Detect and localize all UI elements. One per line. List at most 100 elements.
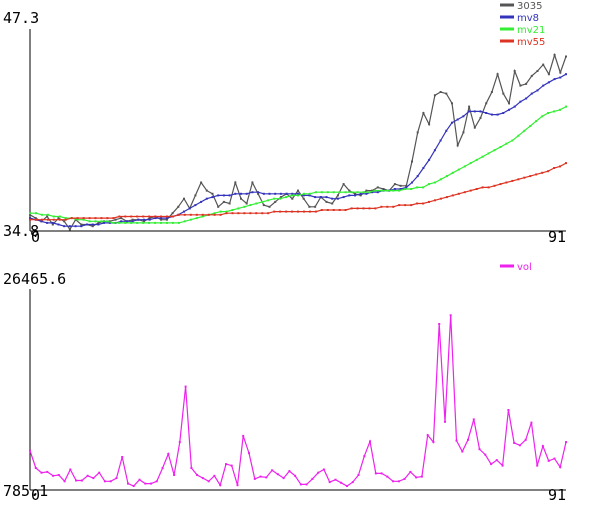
point-mv21-78: [493, 149, 496, 152]
point-mv8-18: [131, 220, 134, 223]
point-mv8-30: [200, 200, 203, 203]
point-vol-41: [265, 476, 268, 479]
point-mv8-21: [148, 218, 151, 221]
point-mv8-41: [262, 192, 265, 195]
point-mv55-6: [64, 218, 67, 221]
point-vol-65: [403, 477, 406, 480]
point-vol-77: [472, 418, 475, 421]
point-mv8-33: [217, 194, 220, 197]
point-vol-72: [444, 420, 446, 423]
point-vol-17: [127, 482, 129, 485]
point-mv21-12: [100, 220, 103, 223]
point-3035-26: [177, 205, 180, 208]
series-3035: [29, 52, 567, 231]
point-3035-20: [143, 220, 145, 223]
point-mv21-11: [94, 220, 97, 223]
point-mv21-3: [46, 213, 49, 216]
point-mv55-13: [106, 217, 109, 220]
point-mv55-63: [404, 204, 407, 207]
point-mv21-18: [136, 221, 139, 224]
point-vol-49: [311, 477, 314, 480]
point-3035-75: [456, 144, 459, 147]
point-mv21-14: [112, 221, 115, 224]
point-vol-11: [92, 477, 95, 480]
point-mv21-40: [267, 199, 270, 202]
point-vol-20: [144, 482, 147, 485]
point-vol-44: [282, 477, 285, 480]
point-vol-88: [536, 464, 539, 467]
point-3035-85: [513, 70, 516, 72]
point-vol-84: [513, 441, 516, 444]
point-3035-41: [262, 204, 265, 207]
point-mv21-51: [332, 191, 335, 194]
point-mv21-64: [410, 188, 413, 190]
legend-label-mv21: mv21: [517, 25, 545, 36]
point-vol-81: [495, 459, 498, 462]
point-mv21-17: [130, 221, 133, 224]
point-mv55-5: [58, 218, 61, 221]
point-mv55-52: [338, 209, 341, 211]
point-mv21-65: [416, 186, 419, 189]
point-mv21-86: [541, 115, 544, 118]
point-mv8-55: [342, 196, 345, 199]
point-mv55-83: [523, 176, 526, 179]
point-3035-40: [257, 192, 260, 195]
point-mv8-51: [319, 196, 322, 199]
point-mv55-49: [320, 209, 323, 211]
point-vol-43: [276, 473, 279, 476]
point-mv8-4: [51, 221, 54, 224]
point-vol-47: [299, 483, 302, 486]
legend-label-mv8: mv8: [517, 13, 539, 24]
point-vol-15: [115, 477, 118, 480]
point-vol-57: [357, 474, 360, 476]
point-vol-68: [420, 475, 423, 478]
point-3035-55: [342, 183, 345, 186]
point-mv21-2: [40, 213, 43, 216]
point-vol-8: [75, 479, 78, 482]
point-mv55-68: [434, 199, 436, 202]
point-mv21-1: [35, 212, 37, 215]
point-mv21-46: [303, 192, 305, 195]
point-3035-91: [547, 73, 550, 76]
point-mv55-89: [559, 165, 561, 168]
volume-y-min-label: 785.1: [3, 482, 48, 500]
point-mv8-60: [371, 191, 374, 194]
point-mv8-65: [399, 188, 402, 190]
point-mv55-71: [451, 194, 454, 197]
point-mv21-83: [523, 129, 526, 132]
point-mv55-19: [142, 215, 145, 218]
point-mv8-19: [137, 218, 140, 221]
point-mv55-45: [297, 210, 299, 213]
point-3035-61: [376, 186, 379, 189]
point-vol-25: [173, 474, 176, 476]
point-mv8-77: [468, 110, 471, 113]
legend-label-vol: vol: [517, 262, 532, 273]
point-mv8-2: [40, 220, 43, 223]
point-mv21-19: [142, 221, 145, 224]
point-mv55-35: [237, 212, 240, 215]
point-mv55-47: [308, 210, 311, 213]
point-vol-63: [392, 480, 395, 483]
point-mv21-88: [553, 110, 556, 113]
point-mv21-62: [398, 189, 401, 192]
point-mv8-85: [513, 105, 516, 108]
point-vol-29: [196, 474, 199, 476]
point-mv21-8: [76, 218, 79, 221]
point-mv55-67: [428, 200, 430, 203]
volume-x-min-label: 0: [31, 486, 40, 504]
point-mv21-58: [374, 189, 377, 192]
point-mv21-27: [189, 218, 192, 221]
point-mv55-41: [273, 210, 276, 213]
point-mv21-25: [177, 221, 180, 224]
point-mv21-48: [314, 191, 317, 194]
point-mv8-69: [422, 167, 425, 169]
point-3035-3: [46, 215, 49, 218]
point-3035-12: [97, 221, 100, 224]
point-mv21-85: [535, 120, 538, 123]
point-mv8-17: [125, 220, 128, 223]
point-mv8-83: [502, 112, 505, 114]
point-mv21-5: [58, 215, 61, 218]
point-mv8-20: [143, 218, 145, 221]
point-mv55-3: [46, 218, 49, 221]
point-vol-18: [132, 485, 135, 487]
